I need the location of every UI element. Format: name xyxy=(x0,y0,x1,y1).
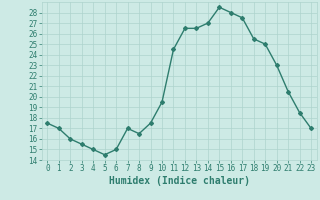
X-axis label: Humidex (Indice chaleur): Humidex (Indice chaleur) xyxy=(109,176,250,186)
